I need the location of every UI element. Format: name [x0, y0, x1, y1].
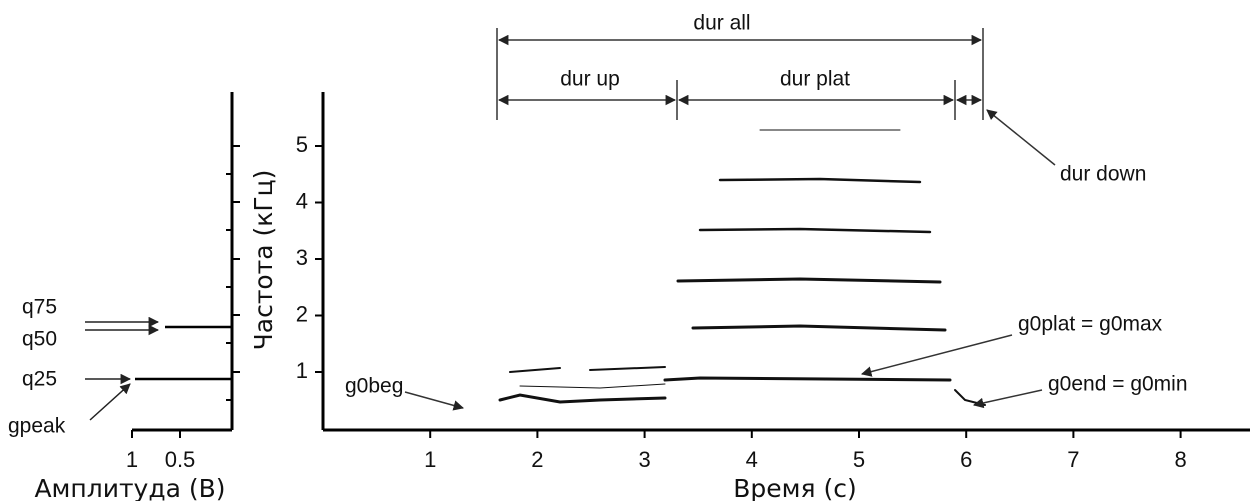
y-axis-label: Частота (кГц) [249, 170, 278, 351]
label-dur-down: dur down [1060, 163, 1146, 186]
x-tick-label: 3 [638, 447, 650, 472]
y-tick-label: 2 [296, 301, 308, 326]
label-q75: q75 [22, 296, 57, 319]
x-tick-label: 5 [853, 447, 865, 472]
label-dur-all: dur all [693, 12, 750, 35]
duration-brackets [404, 28, 1056, 411]
label-q50: q50 [22, 328, 57, 351]
label-dur-plat: dur plat [780, 68, 850, 91]
x-tick-label: 2 [531, 447, 543, 472]
arrows [85, 316, 160, 421]
amp-axis-label: Амплитуда (В) [34, 474, 225, 501]
y-tick-label: 4 [296, 188, 308, 213]
x-tick-label: 7 [1067, 447, 1079, 472]
x-tick-label: 1 [424, 447, 436, 472]
amp-x-tick-label: 1 [126, 447, 138, 472]
amp-x-tick-label: 0.5 [165, 447, 196, 472]
x-tick-label: 8 [1174, 447, 1186, 472]
label-dur-up: dur up [560, 68, 620, 91]
label-g0plat: g0plat = g0max [1018, 313, 1163, 336]
x-axis-label: Время (с) [733, 474, 857, 501]
label-g0beg: g0beg [345, 375, 403, 398]
y-tick-label: 3 [296, 245, 308, 270]
harmonics [498, 129, 986, 406]
amplitude-panel: Амплитуда (В) q75 q50 q25 gpeak [8, 92, 240, 501]
y-tick-label: 1 [296, 358, 308, 383]
y-tick-label: 5 [296, 132, 308, 157]
x-tick-label: 4 [746, 447, 758, 472]
label-gpeak: gpeak [8, 415, 66, 438]
label-q25: q25 [22, 368, 57, 391]
spectrogram-panel: Частота (кГц) Время (с) dur all dur up d… [249, 12, 1250, 501]
x-tick-label: 6 [960, 447, 972, 472]
label-g0end: g0end = g0min [1048, 373, 1188, 396]
amp-ticks [226, 145, 240, 401]
